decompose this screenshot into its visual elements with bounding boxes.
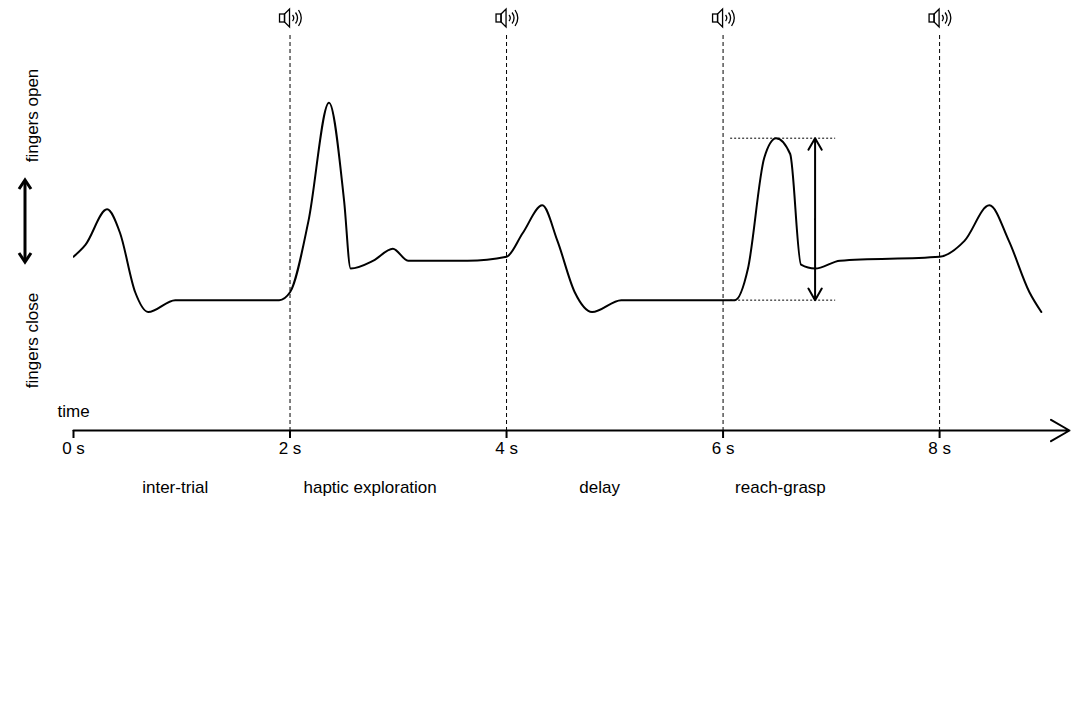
svg-text:8 s: 8 s bbox=[928, 439, 951, 458]
svg-text:delay: delay bbox=[579, 478, 620, 497]
svg-text:6 s: 6 s bbox=[712, 439, 735, 458]
svg-text:4 s: 4 s bbox=[495, 439, 518, 458]
svg-text:fingers open: fingers open bbox=[23, 69, 42, 163]
svg-text:0 s: 0 s bbox=[62, 439, 85, 458]
svg-text:reach-grasp: reach-grasp bbox=[735, 478, 826, 497]
svg-text:haptic exploration: haptic exploration bbox=[304, 478, 437, 497]
svg-text:fingers close: fingers close bbox=[23, 293, 42, 388]
svg-text:2 s: 2 s bbox=[279, 439, 302, 458]
svg-text:inter-trial: inter-trial bbox=[142, 478, 208, 497]
svg-text:time: time bbox=[58, 402, 90, 421]
